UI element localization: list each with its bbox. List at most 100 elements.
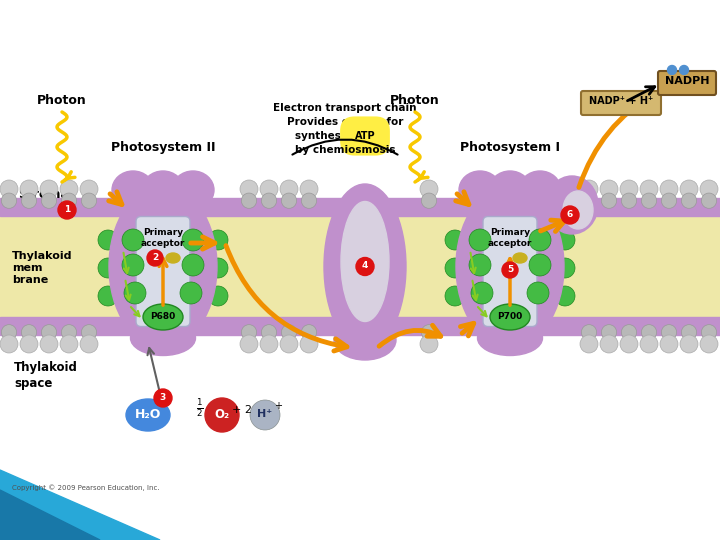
Circle shape	[421, 325, 436, 340]
Text: synthesis of: synthesis of	[295, 131, 366, 141]
Text: Primary
acceptor: Primary acceptor	[488, 228, 532, 248]
Circle shape	[667, 65, 677, 75]
Circle shape	[22, 193, 37, 208]
Text: 4: 4	[362, 261, 368, 271]
Polygon shape	[0, 470, 160, 540]
Bar	[0, 317, 720, 335]
Ellipse shape	[341, 201, 389, 321]
Circle shape	[60, 335, 78, 353]
Circle shape	[640, 335, 658, 353]
Ellipse shape	[109, 186, 217, 348]
Text: P680: P680	[150, 312, 176, 321]
Circle shape	[300, 335, 318, 353]
Text: NADPH: NADPH	[665, 77, 709, 86]
Circle shape	[529, 254, 551, 276]
Text: Stroma: Stroma	[18, 188, 69, 201]
Ellipse shape	[324, 184, 406, 349]
Text: 6: 6	[567, 210, 573, 219]
Text: 2: 2	[152, 253, 158, 262]
Circle shape	[241, 193, 256, 208]
Circle shape	[41, 193, 57, 208]
FancyBboxPatch shape	[581, 91, 661, 115]
Circle shape	[469, 229, 491, 251]
Circle shape	[260, 335, 278, 353]
FancyBboxPatch shape	[483, 217, 537, 327]
Circle shape	[98, 258, 118, 278]
Circle shape	[41, 325, 57, 340]
Ellipse shape	[477, 321, 542, 355]
Circle shape	[282, 325, 297, 340]
Circle shape	[80, 335, 98, 353]
Text: Provides energy for: Provides energy for	[287, 117, 403, 127]
Circle shape	[205, 398, 239, 432]
Text: 3: 3	[160, 393, 166, 402]
Circle shape	[469, 254, 491, 276]
Circle shape	[182, 229, 204, 251]
Circle shape	[208, 286, 228, 306]
Circle shape	[1, 193, 17, 208]
Circle shape	[681, 325, 697, 340]
Circle shape	[527, 282, 549, 304]
Circle shape	[154, 389, 172, 407]
Ellipse shape	[126, 399, 170, 431]
Text: ATP: ATP	[355, 131, 375, 141]
Circle shape	[61, 193, 76, 208]
Circle shape	[81, 193, 96, 208]
Circle shape	[445, 258, 465, 278]
Circle shape	[208, 258, 228, 278]
Circle shape	[60, 180, 78, 198]
Circle shape	[642, 325, 657, 340]
Circle shape	[122, 254, 144, 276]
Circle shape	[40, 335, 58, 353]
Text: Primary
acceptor: Primary acceptor	[141, 228, 185, 248]
Circle shape	[241, 325, 256, 340]
Circle shape	[208, 230, 228, 250]
Ellipse shape	[334, 320, 396, 360]
Text: Copyright © 2009 Pearson Education, Inc.: Copyright © 2009 Pearson Education, Inc.	[12, 485, 160, 491]
Circle shape	[471, 282, 493, 304]
Circle shape	[499, 304, 521, 326]
Circle shape	[58, 201, 76, 219]
Circle shape	[680, 335, 698, 353]
Circle shape	[182, 254, 204, 276]
Text: Thylakoid
space: Thylakoid space	[14, 361, 78, 389]
Circle shape	[502, 262, 518, 278]
Circle shape	[680, 180, 698, 198]
Ellipse shape	[519, 171, 561, 209]
Circle shape	[660, 180, 678, 198]
Circle shape	[701, 193, 716, 208]
Text: O₂: O₂	[215, 408, 230, 421]
Polygon shape	[0, 490, 100, 540]
Ellipse shape	[166, 253, 180, 263]
Text: Electron transport chain: Electron transport chain	[274, 103, 417, 113]
Circle shape	[280, 335, 298, 353]
Ellipse shape	[563, 191, 593, 229]
Text: H⁺: H⁺	[258, 409, 273, 419]
Ellipse shape	[489, 171, 531, 209]
FancyBboxPatch shape	[658, 71, 716, 95]
Circle shape	[662, 325, 677, 340]
Text: NADP⁺ + H⁺: NADP⁺ + H⁺	[589, 97, 653, 106]
Circle shape	[22, 325, 37, 340]
Circle shape	[20, 335, 38, 353]
Circle shape	[601, 325, 616, 340]
Circle shape	[81, 325, 96, 340]
Circle shape	[20, 180, 38, 198]
Circle shape	[555, 286, 575, 306]
Circle shape	[282, 193, 297, 208]
Circle shape	[302, 325, 317, 340]
Circle shape	[420, 335, 438, 353]
Circle shape	[701, 325, 716, 340]
Circle shape	[642, 193, 657, 208]
Circle shape	[601, 193, 616, 208]
Circle shape	[621, 325, 636, 340]
Circle shape	[98, 230, 118, 250]
Circle shape	[0, 335, 18, 353]
Bar	[0, 198, 720, 216]
Circle shape	[98, 286, 118, 306]
Circle shape	[581, 193, 597, 208]
Circle shape	[580, 180, 598, 198]
Ellipse shape	[142, 171, 184, 209]
Circle shape	[421, 193, 436, 208]
FancyBboxPatch shape	[136, 217, 190, 327]
